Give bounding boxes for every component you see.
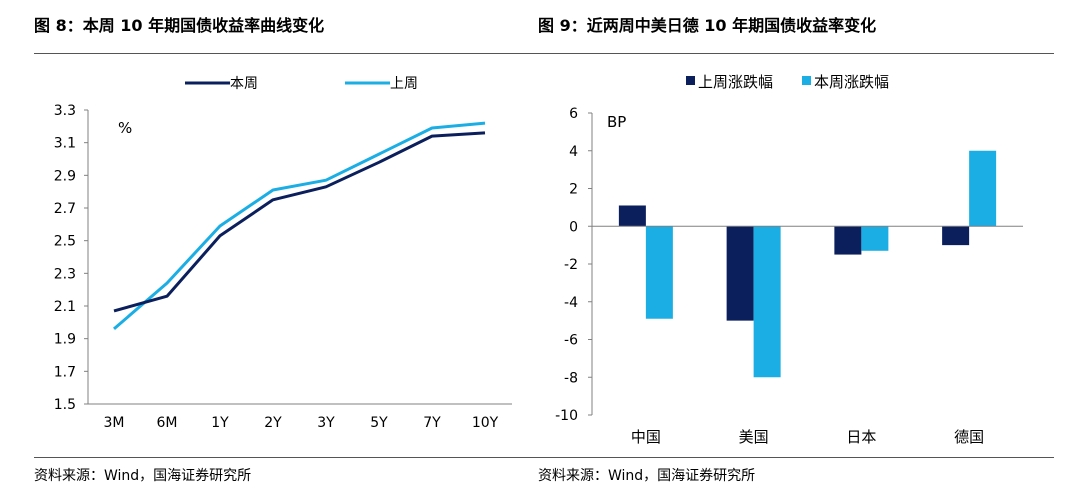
x-tick-label: 3Y <box>317 415 335 431</box>
left-source-note: 资料来源：Wind，国海证券研究所 <box>34 468 252 484</box>
y-tick-label: -2 <box>564 257 578 273</box>
y-tick-label: 3.3 <box>54 103 76 119</box>
x-tick-label: 3M <box>104 415 125 431</box>
bar <box>753 226 781 378</box>
y-tick-label: 1.9 <box>54 332 76 348</box>
legend-label: 本周涨跌幅 <box>814 73 889 91</box>
y-tick-label: 0 <box>569 219 578 235</box>
legend-swatch <box>686 76 695 85</box>
x-tick-label: 美国 <box>739 428 769 446</box>
y-tick-label: 2.7 <box>54 201 76 217</box>
y-tick-label: 6 <box>569 106 578 122</box>
bar <box>645 226 673 319</box>
x-tick-label: 2Y <box>264 415 282 431</box>
bar <box>861 226 889 251</box>
x-tick-label: 5Y <box>370 415 388 431</box>
x-tick-label: 德国 <box>954 428 984 446</box>
left-chart-title: 图 8：本周 10 年期国债收益率曲线变化 <box>34 16 325 35</box>
y-tick-label: 4 <box>569 144 578 160</box>
y-tick-label: 2.9 <box>54 168 76 184</box>
bar <box>834 226 862 255</box>
y-tick-label: 1.5 <box>54 397 76 413</box>
y-tick-label: 2.3 <box>54 266 76 282</box>
bar <box>969 150 997 227</box>
y-tick-label: -10 <box>555 408 578 424</box>
y-tick-label: 2 <box>569 182 578 198</box>
y-tick-label: -6 <box>564 333 578 349</box>
series-line <box>113 121 486 331</box>
x-tick-label: 1Y <box>211 415 229 431</box>
y-tick-label: -4 <box>564 295 578 311</box>
unit-label: % <box>118 119 132 137</box>
bar <box>726 226 754 321</box>
legend-label: 本周 <box>230 76 258 92</box>
legend-label: 上周涨跌幅 <box>698 73 773 91</box>
y-tick-label: 3.1 <box>54 136 76 152</box>
x-tick-label: 7Y <box>423 415 441 431</box>
right-source-note: 资料来源：Wind，国海证券研究所 <box>538 468 756 484</box>
legend-label: 上周 <box>390 76 418 92</box>
y-tick-label: -8 <box>564 370 578 386</box>
x-tick-label: 10Y <box>472 415 499 431</box>
legend-swatch <box>802 76 811 85</box>
bar <box>618 205 646 227</box>
y-tick-label: 2.1 <box>54 299 76 315</box>
unit-label: BP <box>607 113 626 131</box>
x-tick-label: 中国 <box>631 428 661 446</box>
x-tick-label: 6M <box>157 415 178 431</box>
bottom-divider <box>34 457 1054 458</box>
bar <box>942 226 970 246</box>
y-tick-label: 2.5 <box>54 234 76 250</box>
top-divider <box>34 53 1054 54</box>
x-tick-label: 日本 <box>846 428 876 446</box>
series-line <box>113 131 486 313</box>
y-tick-label: 1.7 <box>54 364 76 380</box>
right-chart-title: 图 9：近两周中美日德 10 年期国债收益率变化 <box>538 16 877 35</box>
